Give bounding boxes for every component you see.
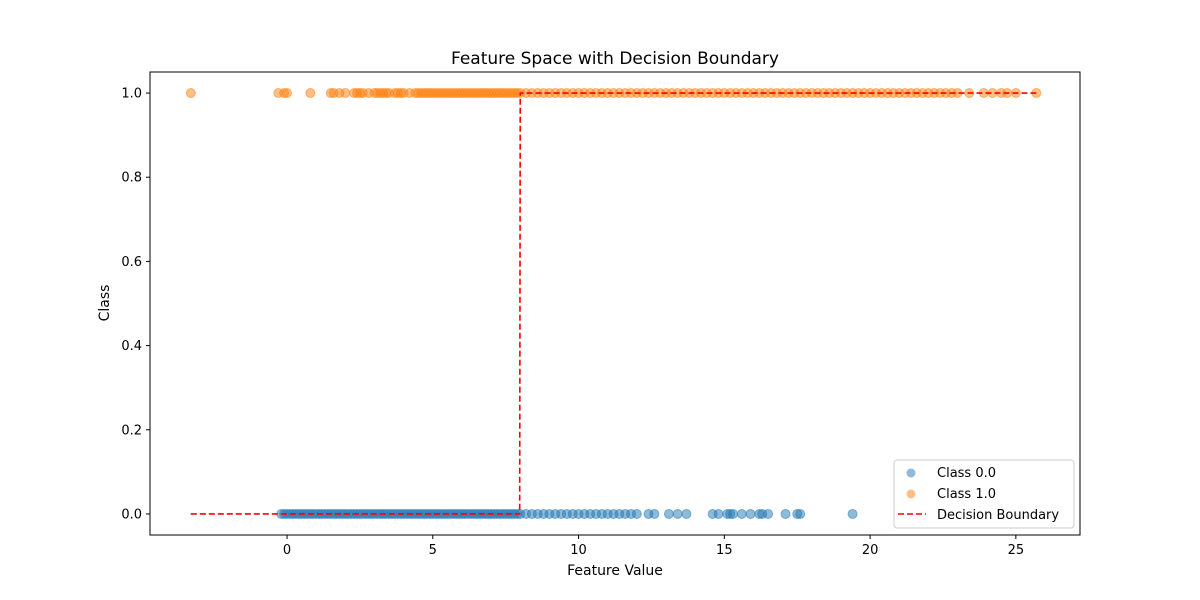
y-tick-label: 0.8 <box>121 171 142 186</box>
scatter-point <box>745 508 756 519</box>
x-tick-label: 20 <box>862 543 879 558</box>
x-tick-label: 10 <box>570 543 587 558</box>
legend-marker-class-1 <box>906 489 916 499</box>
marks <box>185 88 1042 519</box>
legend-box <box>893 459 1075 529</box>
y-ticks: 0.0 0.2 0.4 0.6 0.8 1.0 <box>121 87 150 522</box>
y-tick-label: 0.2 <box>121 423 142 438</box>
scatter-point <box>282 88 293 99</box>
legend-label-class-1: Class 1.0 <box>937 487 996 502</box>
scatter-point <box>780 508 791 519</box>
scatter-point <box>713 508 724 519</box>
scatter-point <box>340 88 351 99</box>
scatter-point <box>672 508 683 519</box>
y-tick-label: 0.6 <box>121 255 142 270</box>
scatter-point <box>847 508 858 519</box>
scatter-point <box>649 508 660 519</box>
scatter-point <box>305 88 316 99</box>
series-class-0 <box>276 508 858 519</box>
scatter-point <box>795 508 806 519</box>
plot-frame <box>149 71 1081 536</box>
scatter-point <box>631 508 642 519</box>
plot-area <box>150 72 1080 535</box>
legend-label-decision-boundary: Decision Boundary <box>937 508 1059 523</box>
scatter-point <box>728 508 739 519</box>
x-ticks: 0 5 10 15 20 25 <box>283 535 1024 558</box>
scatter-point <box>681 508 692 519</box>
x-tick-label: 5 <box>429 543 437 558</box>
x-axis-label: Feature Value <box>567 563 663 579</box>
x-tick-label: 25 <box>1008 543 1025 558</box>
y-tick-label: 0.4 <box>121 339 142 354</box>
y-axis-label: Class <box>97 285 113 322</box>
chart-title: Feature Space with Decision Boundary <box>451 49 779 69</box>
scatter-point <box>663 508 674 519</box>
x-tick-label: 0 <box>283 543 291 558</box>
y-tick-label: 0.0 <box>121 507 142 522</box>
scatter-point <box>736 508 747 519</box>
legend-marker-class-0 <box>906 468 916 478</box>
legend-label-class-0: Class 0.0 <box>937 466 996 481</box>
legend: Class 0.0 Class 1.0 Decision Boundary <box>893 459 1075 529</box>
scatter-point <box>763 508 774 519</box>
x-tick-label: 15 <box>716 543 733 558</box>
scatter-point <box>185 88 196 99</box>
decision-boundary-line <box>190 92 1037 515</box>
y-tick-label: 1.0 <box>121 87 142 102</box>
